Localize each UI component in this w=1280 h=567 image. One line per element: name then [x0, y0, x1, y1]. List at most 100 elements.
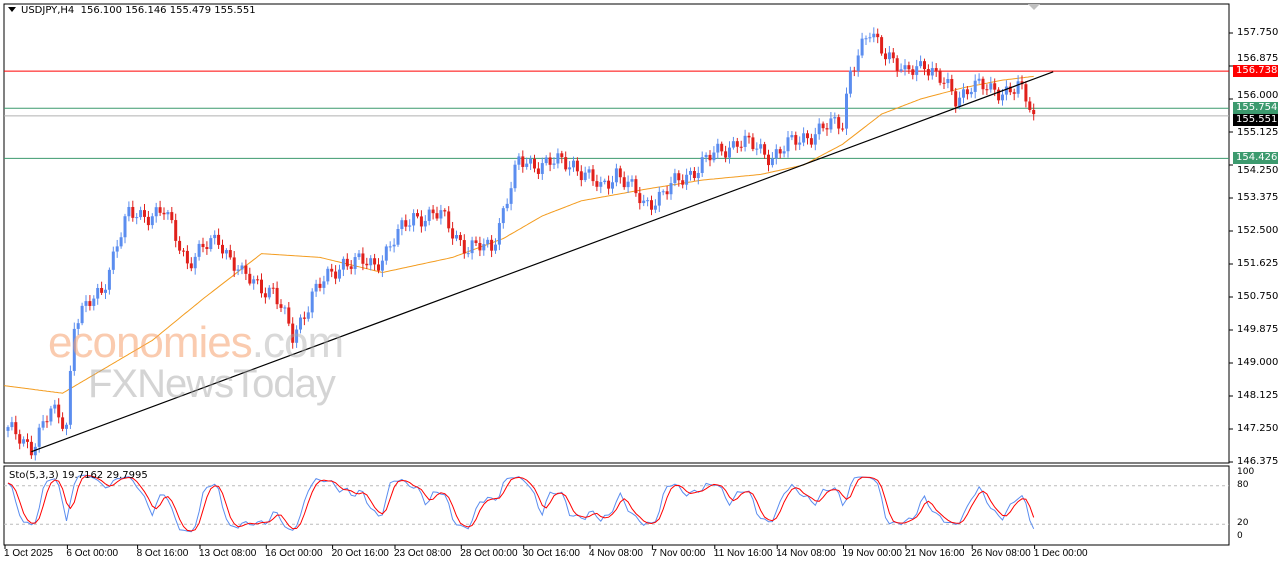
- bull-candle: [384, 246, 388, 261]
- bull-candle: [501, 208, 505, 224]
- bull-candle: [525, 163, 529, 167]
- bear-candle: [263, 293, 267, 298]
- bear-candle: [365, 263, 369, 266]
- price-label: 156.000: [1237, 90, 1279, 101]
- bear-candle: [622, 177, 626, 188]
- axis-ticks: [4, 32, 1233, 549]
- bear-candle: [228, 250, 232, 258]
- bull-candle: [209, 238, 213, 250]
- bear-candle: [884, 53, 887, 60]
- bear-candle: [100, 287, 104, 293]
- bull-candle: [322, 281, 326, 288]
- bull-candle: [10, 422, 14, 428]
- bear-candle: [419, 216, 423, 227]
- stochastic-lines: [4, 474, 1229, 533]
- bull-candle: [798, 142, 802, 145]
- bear-candle: [794, 135, 798, 145]
- bear-candle: [131, 207, 135, 218]
- bear-candle: [435, 213, 439, 219]
- time-label: 20 Oct 16:00: [331, 548, 389, 559]
- watermark-fxnewstoday: FXNewsToday: [88, 362, 336, 406]
- bear-candle: [575, 160, 579, 172]
- bear-candle: [88, 301, 92, 306]
- price-label: 146.375: [1237, 456, 1279, 467]
- time-label: 23 Oct 08:00: [394, 548, 452, 559]
- bear-candle: [993, 83, 997, 90]
- shift-marker-icon[interactable]: [1028, 4, 1040, 10]
- ohlc-values: 156.100 156.146 155.479 155.551: [80, 5, 256, 16]
- bull-candle: [989, 83, 993, 90]
- bull-candle: [759, 144, 763, 149]
- bull-candle: [84, 301, 88, 306]
- bull-candle: [392, 244, 396, 247]
- price-label: 151.625: [1237, 258, 1279, 269]
- bear-candle: [377, 264, 380, 271]
- bull-candle: [267, 287, 271, 298]
- bear-candle: [404, 220, 408, 227]
- bear-candle: [692, 170, 696, 179]
- time-label: 4 Nov 08:00: [589, 548, 643, 559]
- bull-candle: [673, 173, 677, 184]
- bull-candle: [587, 169, 591, 173]
- bull-candle: [856, 55, 860, 71]
- bear-candle: [349, 266, 353, 269]
- bull-candle: [353, 257, 357, 269]
- bear-candle: [809, 138, 813, 145]
- price-level-tag: 154.426: [1233, 152, 1278, 165]
- bull-candle: [357, 253, 361, 258]
- bear-candle: [665, 191, 669, 195]
- bull-candle: [653, 205, 657, 210]
- price-label: 156.875: [1237, 53, 1279, 64]
- moving-average-line: [4, 75, 1034, 394]
- bear-candle: [1032, 109, 1036, 115]
- dropdown-triangle-icon[interactable]: [8, 7, 16, 12]
- bull-candle: [599, 182, 603, 187]
- bear-candle: [256, 279, 260, 281]
- price-level-tag: 155.754: [1233, 102, 1278, 115]
- bear-candle: [747, 135, 751, 138]
- bull-candle: [494, 244, 497, 251]
- bull-candle: [107, 269, 111, 290]
- bull-candle: [782, 151, 786, 154]
- bull-candle: [755, 148, 759, 150]
- bear-candle: [26, 439, 29, 442]
- watermark-economies: economies.com: [48, 318, 344, 368]
- bear-candle: [950, 78, 954, 92]
- bull-candle: [845, 93, 848, 129]
- bear-candle: [271, 287, 275, 289]
- bull-candle: [716, 143, 720, 153]
- bull-candle: [111, 251, 115, 270]
- bear-candle: [767, 154, 770, 166]
- trendline: [31, 71, 1054, 453]
- bull-candle: [540, 163, 544, 174]
- bull-candle: [427, 209, 431, 221]
- bear-candle: [895, 58, 899, 71]
- time-label: 30 Oct 16:00: [522, 548, 580, 559]
- bull-candle: [743, 135, 747, 147]
- bear-candle: [201, 243, 205, 248]
- watermark-text: .com: [251, 318, 344, 367]
- bear-candle: [185, 250, 189, 264]
- stoch-scale-label: 20: [1237, 518, 1249, 529]
- bear-candle: [1024, 84, 1028, 102]
- bull-candle: [930, 68, 934, 76]
- stoch-scale-label: 0: [1237, 531, 1243, 541]
- bull-candle: [790, 135, 794, 138]
- bear-candle: [841, 128, 845, 130]
- bear-candle: [248, 273, 252, 284]
- bear-candle: [18, 434, 22, 444]
- time-label: 13 Oct 08:00: [199, 548, 257, 559]
- bull-candle: [887, 52, 891, 60]
- price-label: 152.500: [1237, 225, 1279, 236]
- bull-candle: [872, 33, 876, 38]
- bull-candle: [408, 225, 412, 227]
- bear-candle: [178, 240, 182, 251]
- bull-candle: [646, 200, 650, 202]
- bull-candle: [946, 78, 950, 84]
- bear-candle: [521, 156, 525, 167]
- horizontal-lines: [4, 70, 1229, 159]
- bear-candle: [1020, 81, 1024, 85]
- bull-candle: [306, 312, 310, 319]
- bear-candle: [681, 180, 685, 185]
